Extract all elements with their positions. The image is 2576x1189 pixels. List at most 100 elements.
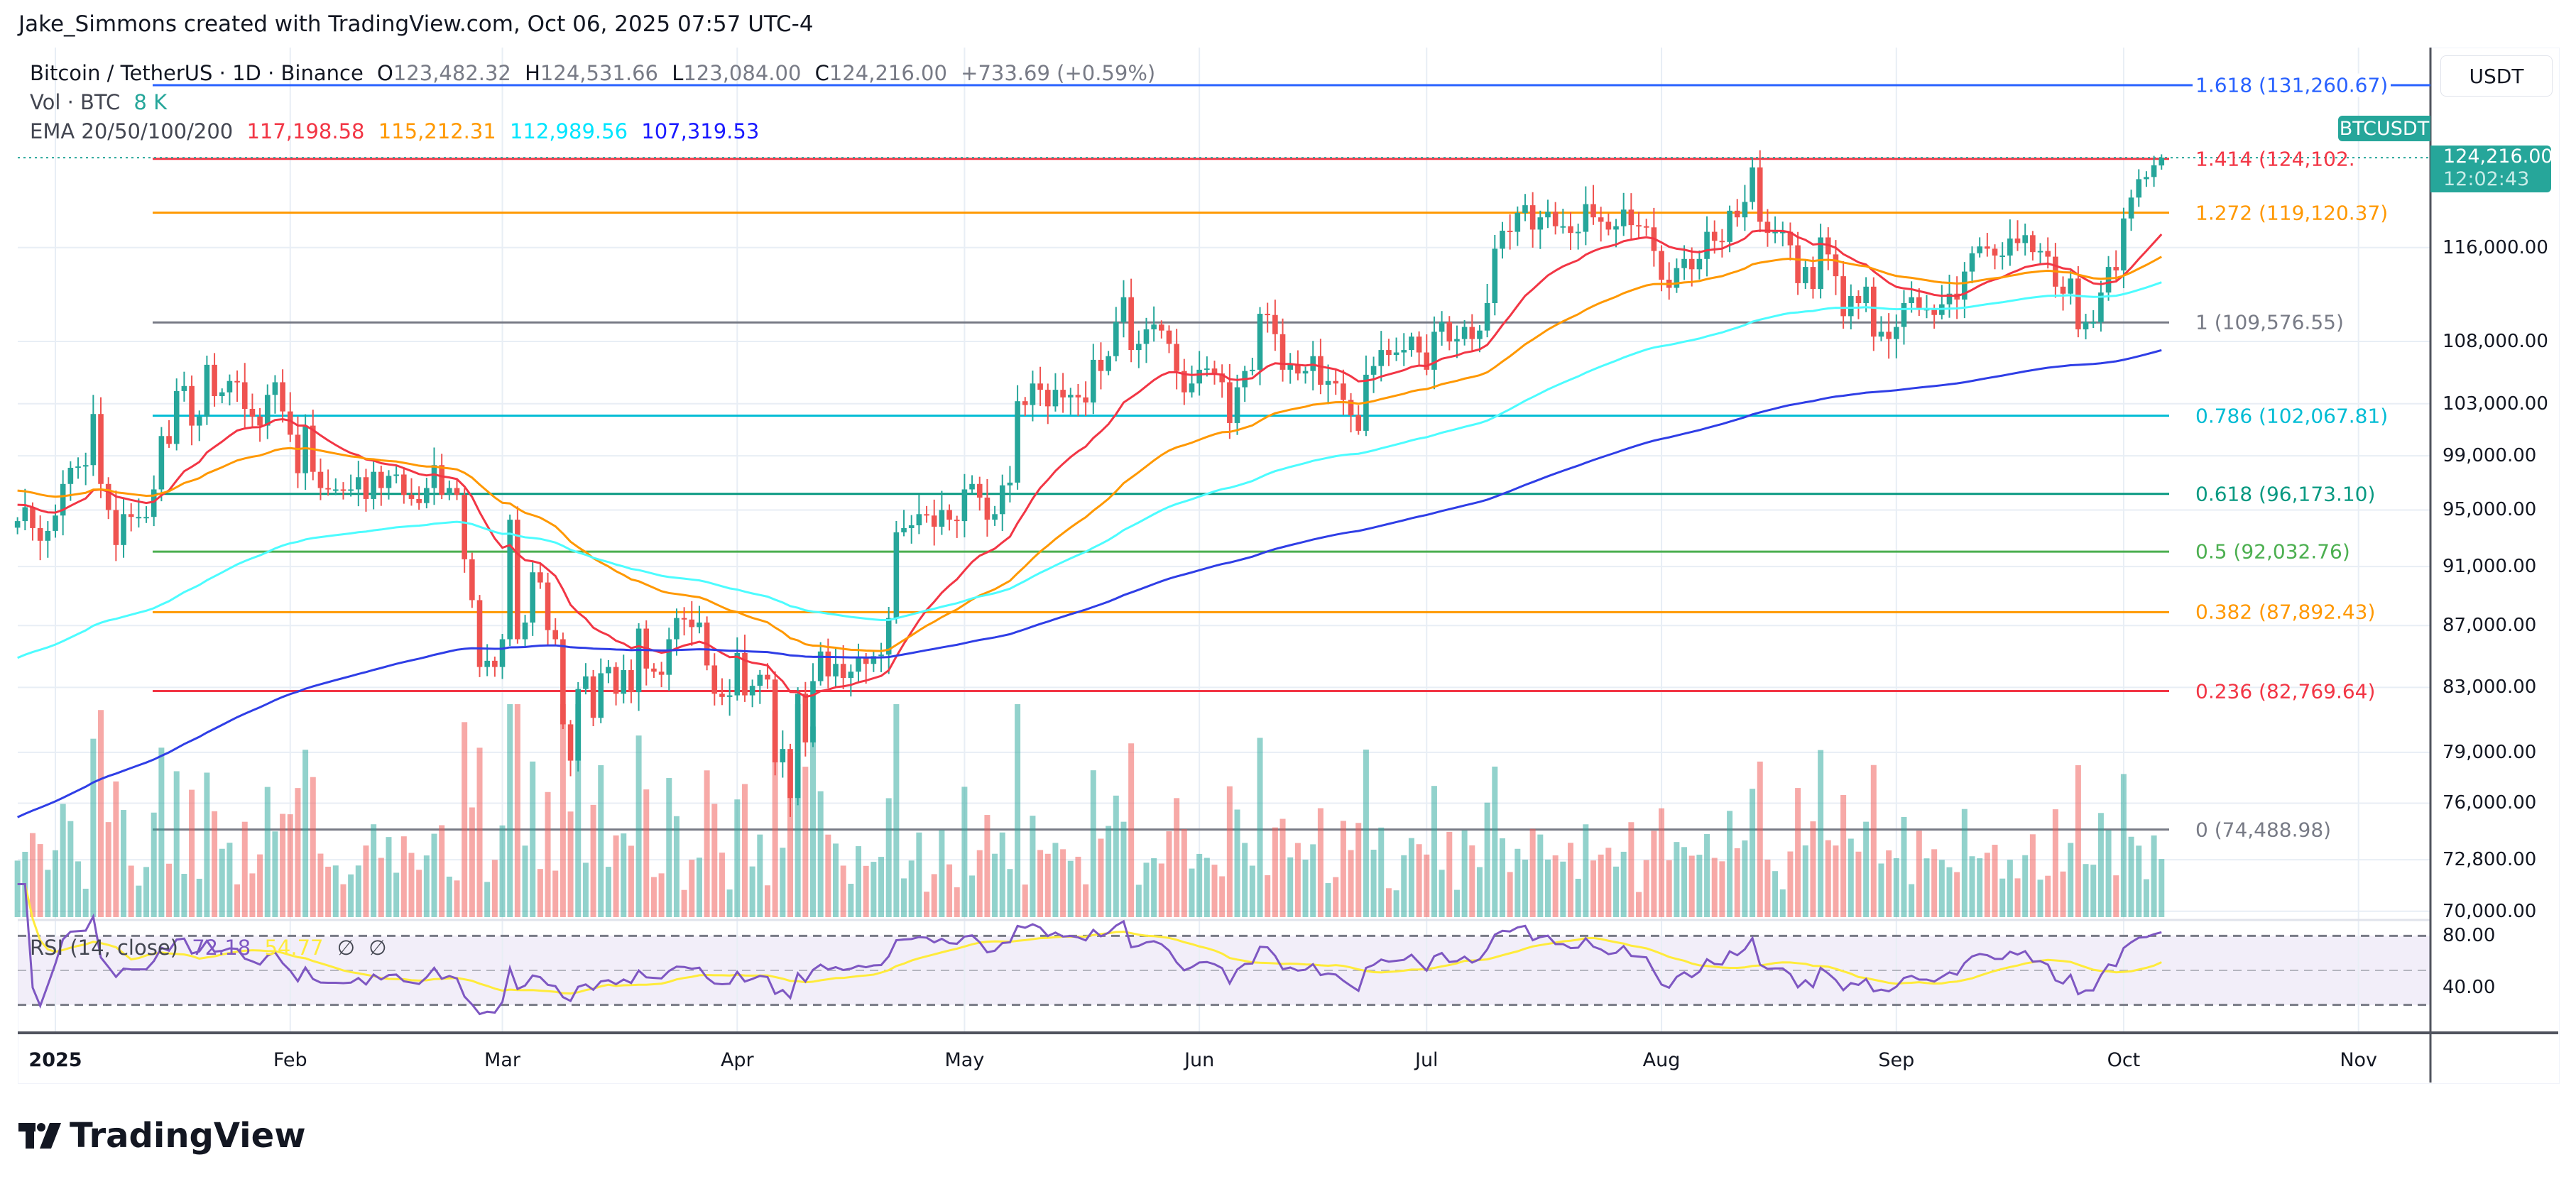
- bar-countdown: 12:02:43: [2443, 168, 2530, 190]
- candle-body: [1250, 369, 1255, 371]
- candle: [530, 562, 536, 636]
- candle-body: [1265, 314, 1270, 316]
- fib-label-0.382: 0.382 (87,892.43): [2195, 600, 2376, 624]
- volume-bar: [310, 777, 316, 917]
- ema200-line: [17, 349, 2162, 818]
- volume-bar: [1340, 821, 1346, 917]
- close-value: 124,216.00: [829, 61, 947, 85]
- candle: [1537, 210, 1544, 249]
- candle-body: [1962, 271, 1968, 300]
- volume-bar: [98, 710, 104, 917]
- volume-bar: [90, 738, 97, 917]
- candle-body: [848, 672, 854, 679]
- candle: [1416, 331, 1422, 366]
- volume-bar: [1446, 831, 1453, 917]
- ema100-value: 112,989.56: [509, 119, 628, 143]
- volume-bar: [1348, 850, 1354, 917]
- volume-bar: [787, 752, 793, 917]
- volume-bar: [166, 863, 173, 917]
- candle: [2037, 243, 2043, 265]
- volume-bar: [1674, 842, 1680, 917]
- volume-bar: [136, 885, 142, 917]
- volume-bar: [1757, 761, 1763, 917]
- candle: [469, 552, 475, 608]
- candle: [1409, 332, 1414, 357]
- candle: [1696, 250, 1703, 280]
- candle-body: [1279, 334, 1286, 370]
- symbol-name[interactable]: Bitcoin / TetherUS · 1D · Binance: [30, 61, 364, 85]
- volume-bar: [689, 860, 695, 917]
- volume-bar: [916, 832, 922, 917]
- candle: [1128, 278, 1134, 363]
- volume-bar: [1060, 849, 1066, 917]
- volume-bar: [121, 810, 127, 917]
- candle-body: [1204, 368, 1210, 371]
- candle-body: [219, 392, 225, 397]
- candle-body: [30, 507, 36, 528]
- candle: [931, 499, 937, 546]
- volume-bar: [332, 865, 339, 917]
- candle-body: [825, 651, 831, 676]
- candle: [408, 478, 415, 506]
- candle: [795, 687, 801, 806]
- volume-bar: [196, 878, 202, 917]
- ema-legend[interactable]: EMA 20/50/100/200 117,198.58 115,212.31 …: [30, 119, 766, 143]
- volume-bar: [181, 874, 187, 917]
- candle: [802, 681, 809, 757]
- candle-body: [1484, 302, 1490, 331]
- tradingview-logo[interactable]: TradingView: [18, 1116, 306, 1156]
- candle-body: [401, 474, 407, 495]
- volume-bar: [1552, 855, 1559, 917]
- candle: [1992, 244, 1998, 270]
- candle-body: [2068, 278, 2074, 294]
- volume-bar: [582, 862, 589, 917]
- fib-label-0: 0 (74,488.98): [2195, 818, 2332, 842]
- time-axis-label: Aug: [1642, 1049, 1681, 1071]
- candle-body: [507, 520, 513, 640]
- volume-bar: [1999, 878, 2006, 917]
- volume-bar: [741, 784, 748, 917]
- candle-body: [946, 510, 952, 520]
- currency-button[interactable]: USDT: [2440, 55, 2553, 97]
- rsi-legend[interactable]: RSI (14, close) 72.18 54.77 ∅ ∅: [30, 936, 393, 960]
- volume-bar: [1954, 872, 1960, 917]
- volume-bar: [1938, 860, 1945, 917]
- candle-body: [901, 527, 907, 532]
- rsi-ma-value: 54.77: [264, 936, 324, 960]
- candle-body: [1446, 322, 1453, 342]
- candle-body: [158, 436, 165, 490]
- candle: [1143, 317, 1150, 363]
- candle-body: [742, 652, 748, 696]
- candle: [871, 652, 877, 672]
- candle-body: [780, 749, 786, 762]
- volume-bar: [1583, 824, 1589, 917]
- candle-body: [302, 425, 308, 473]
- candle-body: [1802, 267, 1808, 283]
- volume-bar: [1219, 876, 1226, 917]
- candle-body: [1909, 297, 1914, 303]
- candle: [1044, 383, 1051, 424]
- volume-bar: [1279, 818, 1286, 917]
- volume-bar: [2097, 813, 2104, 917]
- time-axis-label: Apr: [720, 1049, 754, 1071]
- volume-value: 8 K: [133, 90, 168, 114]
- candle: [1681, 245, 1687, 280]
- volume-bar: [833, 843, 839, 917]
- ema20-line: [17, 229, 2163, 698]
- candle-body: [537, 572, 543, 583]
- candle-body: [1545, 212, 1551, 218]
- candle-body: [2083, 322, 2089, 329]
- candle-body: [2060, 286, 2066, 294]
- candle-body: [1067, 395, 1074, 398]
- candle: [1067, 388, 1074, 415]
- volume-bar: [67, 821, 74, 917]
- candle: [1636, 212, 1642, 239]
- candle-body: [2037, 251, 2043, 253]
- candle-body: [1795, 245, 1801, 283]
- candle-body: [45, 530, 51, 541]
- volume-legend[interactable]: Vol · BTC 8 K: [30, 90, 174, 114]
- candle: [1098, 342, 1104, 390]
- candle-body: [1378, 350, 1385, 366]
- candle-body: [424, 488, 430, 503]
